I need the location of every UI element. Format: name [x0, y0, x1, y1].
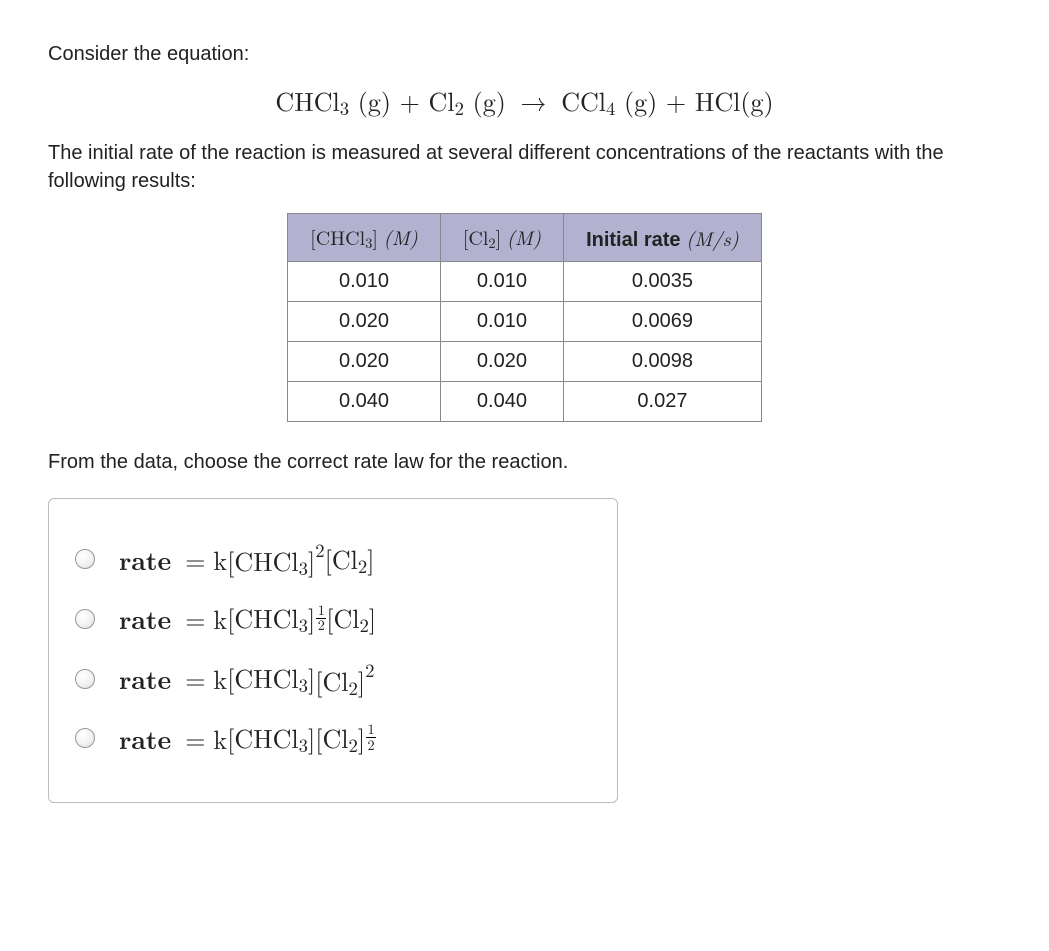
intro-text: Consider the equation:: [48, 40, 1001, 68]
table-cell: 0.0069: [564, 302, 762, 342]
radio-button[interactable]: [75, 728, 95, 748]
table-cell: 0.040: [440, 382, 563, 422]
table-cell: 0.010: [440, 262, 563, 302]
table-cell: 0.020: [288, 342, 441, 382]
data-table: [CHCl3] (M) [Cl2] (M) Initial rate (M/s)…: [287, 213, 762, 422]
eq-lhs-2: Cl2 (g): [429, 82, 506, 119]
exponent-fraction: 12: [366, 723, 376, 752]
table-row: 0.0100.0100.0035: [288, 262, 762, 302]
answer-option[interactable]: rate=k[CHCl3][Cl2]2: [75, 657, 591, 701]
eq-plus: +: [400, 82, 429, 119]
rate-expression: rate=k[CHCl3][Cl2]2: [119, 657, 374, 701]
rate-expression: rate=k[CHCl3][Cl2]12: [119, 719, 376, 758]
table-row: 0.0400.0400.027: [288, 382, 762, 422]
rate-expression: rate=k[CHCl3]12[Cl2]: [119, 599, 376, 638]
table-cell: 0.0035: [564, 262, 762, 302]
eq-rhs-1: CCl4 (g): [561, 82, 657, 119]
radio-button[interactable]: [75, 669, 95, 689]
options-group: rate=k[CHCl3]2[Cl2] rate=k[CHCl3]12[Cl2] r…: [48, 498, 618, 803]
table-cell: 0.010: [440, 302, 563, 342]
col-header-cl2: [Cl2] (M): [440, 214, 563, 262]
table-cell: 0.0098: [564, 342, 762, 382]
exponent: 2: [365, 657, 374, 683]
table-cell: 0.027: [564, 382, 762, 422]
exponent-fraction: 12: [316, 604, 326, 633]
exponent: 2: [315, 537, 324, 563]
radio-button[interactable]: [75, 609, 95, 629]
col-header-rate: Initial rate (M/s): [564, 214, 762, 262]
table-cell: 0.020: [288, 302, 441, 342]
table-cell: 0.020: [440, 342, 563, 382]
description-text: The initial rate of the reaction is meas…: [48, 139, 1001, 195]
answer-option[interactable]: rate=k[CHCl3][Cl2]12: [75, 719, 591, 758]
radio-button[interactable]: [75, 549, 95, 569]
table-row: 0.0200.0200.0098: [288, 342, 762, 382]
table-cell: 0.040: [288, 382, 441, 422]
table-row: 0.0200.0100.0069: [288, 302, 762, 342]
data-table-body: 0.0100.0100.00350.0200.0100.00690.0200.0…: [288, 262, 762, 422]
answer-option[interactable]: rate=k[CHCl3]12[Cl2]: [75, 599, 591, 638]
table-cell: 0.010: [288, 262, 441, 302]
eq-rhs-2: HCl(g): [695, 82, 774, 119]
rate-expression: rate=k[CHCl3]2[Cl2]: [119, 537, 374, 581]
prompt-text: From the data, choose the correct rate l…: [48, 448, 1001, 476]
chemical-equation: CHCl3 (g) + Cl2 (g) → CCl4 (g) + HCl(g): [48, 82, 1001, 121]
eq-plus-2: +: [666, 82, 695, 119]
eq-arrow: →: [515, 82, 553, 119]
eq-lhs-1: CHCl3 (g): [275, 82, 391, 119]
col-header-chcl3: [CHCl3] (M): [288, 214, 441, 262]
answer-option[interactable]: rate=k[CHCl3]2[Cl2]: [75, 537, 591, 581]
